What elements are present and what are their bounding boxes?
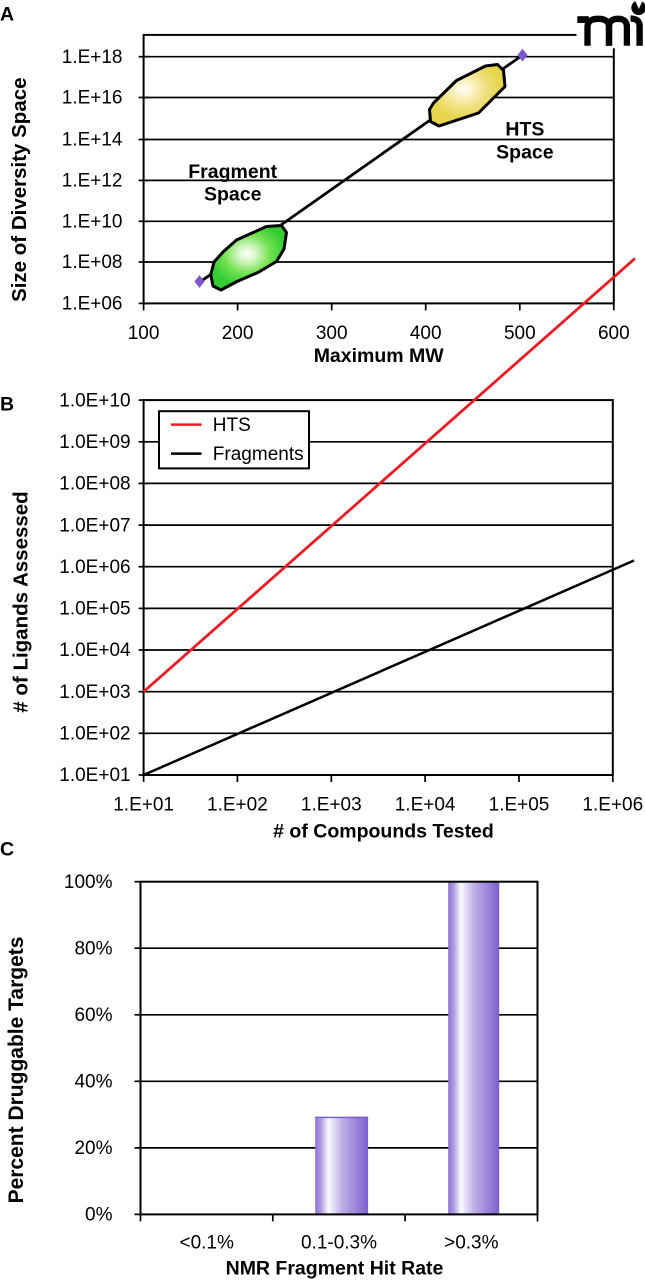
svg-text:300: 300 [316,323,348,344]
svg-text:1.0E+08: 1.0E+08 [59,474,130,495]
svg-text:1.0E+01: 1.0E+01 [59,765,130,786]
svg-text:1.0E+06: 1.0E+06 [59,557,130,578]
svg-text:1.E+08: 1.E+08 [62,252,123,273]
svg-text:1.0E+07: 1.0E+07 [59,515,130,536]
svg-text:>0.3%: >0.3% [444,1232,499,1253]
svg-text:80%: 80% [74,938,112,959]
svg-text:# of Ligands Assessed: # of Ligands Assessed [10,491,33,712]
svg-text:1.E+14: 1.E+14 [62,130,123,151]
svg-text:0%: 0% [85,1205,113,1226]
svg-text:1.0E+09: 1.0E+09 [59,432,130,453]
svg-text:1.E+03: 1.E+03 [301,795,362,816]
svg-text:1.E+05: 1.E+05 [489,795,550,816]
svg-text:B: B [0,393,14,415]
svg-text:1.0E+04: 1.0E+04 [59,640,131,661]
svg-text:1.E+04: 1.E+04 [395,795,456,816]
svg-text:Fragment: Fragment [188,161,277,183]
svg-text:500: 500 [504,323,536,344]
svg-text:1.E+02: 1.E+02 [207,795,268,816]
svg-text:200: 200 [222,323,254,344]
svg-text:Percent Druggable Targets: Percent Druggable Targets [5,937,28,1204]
svg-text:400: 400 [410,323,442,344]
svg-text:0.1-0.3%: 0.1-0.3% [301,1232,377,1253]
svg-text:1.E+12: 1.E+12 [62,171,123,192]
svg-text:1.E+06: 1.E+06 [62,294,123,315]
svg-text:Maximum MW: Maximum MW [314,345,445,367]
svg-text:600: 600 [598,323,630,344]
svg-text:1.0E+03: 1.0E+03 [59,682,130,703]
svg-text:1.0E+10: 1.0E+10 [59,390,130,411]
svg-text:Fragments: Fragments [213,444,304,465]
svg-text:# of Compounds Tested: # of Compounds Tested [273,821,494,843]
svg-text:1.E+01: 1.E+01 [113,795,174,816]
svg-text:HTS: HTS [505,119,544,141]
svg-text:C: C [0,839,14,861]
svg-text:1.E+06: 1.E+06 [582,795,643,816]
svg-text:NMR Fragment Hit Rate: NMR Fragment Hit Rate [226,1258,444,1280]
svg-text:60%: 60% [74,1005,112,1026]
svg-text:HTS: HTS [213,415,251,436]
svg-text:A: A [0,4,14,26]
svg-text:100: 100 [128,323,160,344]
svg-text:100%: 100% [64,872,113,893]
svg-text:Size of Diversity Space: Size of Diversity Space [8,77,31,301]
svg-text:1.E+18: 1.E+18 [62,47,123,68]
svg-text:Space: Space [204,183,262,205]
svg-text:<0.1%: <0.1% [179,1232,234,1253]
svg-text:1.E+16: 1.E+16 [62,88,123,109]
svg-text:1.0E+05: 1.0E+05 [59,599,130,620]
svg-text:20%: 20% [74,1138,112,1159]
svg-text:1.E+10: 1.E+10 [62,212,123,233]
svg-text:1.0E+02: 1.0E+02 [59,724,130,745]
svg-text:Space: Space [496,142,554,164]
svg-text:40%: 40% [74,1072,112,1093]
